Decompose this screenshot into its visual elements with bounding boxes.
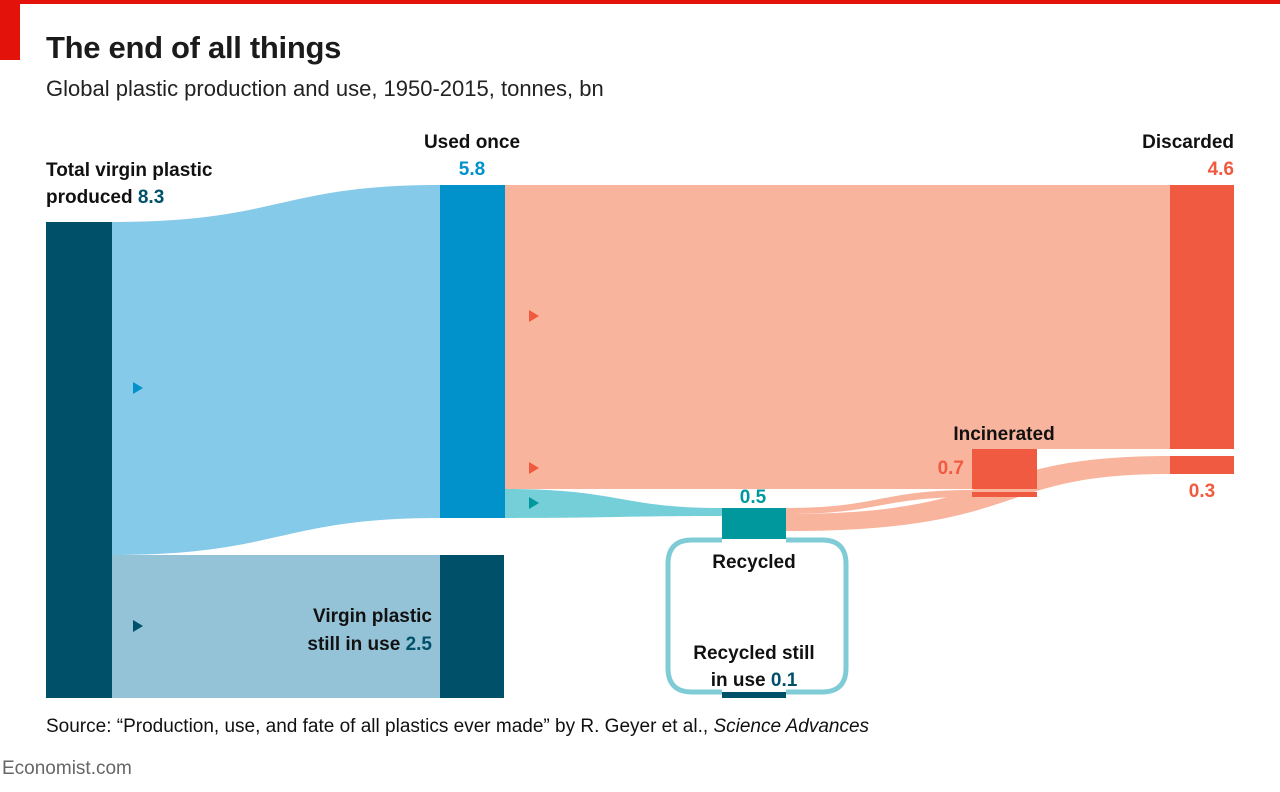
flow-recycled-to-incinerated xyxy=(786,490,972,514)
brand-red-tag xyxy=(0,0,20,60)
label-produced-line2-text: produced xyxy=(46,187,133,208)
value-produced: 8.3 xyxy=(138,187,164,208)
label-in-use-line2-text: still in use xyxy=(307,634,400,655)
flow-produced-to-used-once xyxy=(112,185,440,555)
arrow-produced-to-in-use xyxy=(133,620,143,632)
arrow-to-incinerated xyxy=(529,462,539,474)
node-recycled-bottom-strip xyxy=(722,534,786,539)
node-produced xyxy=(46,222,112,698)
label-incinerated: Incinerated xyxy=(953,424,1054,445)
chart-subtitle: Global plastic production and use, 1950-… xyxy=(46,76,604,101)
label-recycled-in-use-line2: in use 0.1 xyxy=(711,670,798,691)
label-produced-line2: produced 8.3 xyxy=(46,187,164,208)
label-in-use-line1: Virgin plastic xyxy=(313,606,432,627)
chart-title: The end of all things xyxy=(46,30,342,65)
source-note: Source: “Production, use, and fate of al… xyxy=(46,716,869,738)
arrow-produced-to-used-once xyxy=(133,382,143,394)
node-recycled xyxy=(722,508,786,534)
flow-recycled-to-recycled-in-use xyxy=(665,537,849,695)
label-recycled-in-use-line1: Recycled still xyxy=(693,643,814,664)
node-incinerated xyxy=(972,449,1037,489)
value-discarded: 4.6 xyxy=(1208,159,1234,180)
value-discarded-from-recycled: 0.3 xyxy=(1189,481,1215,502)
label-used-once: Used once xyxy=(424,132,520,153)
flow-used-once-to-incinerated xyxy=(505,449,972,489)
label-produced-line1: Total virgin plastic xyxy=(46,160,213,181)
brand-footer: Economist.com xyxy=(2,758,132,779)
source-text: Source: “Production, use, and fate of al… xyxy=(46,716,714,737)
flow-used-once-to-discarded xyxy=(505,185,1170,449)
value-recycled-in-use: 0.1 xyxy=(771,670,798,691)
node-incinerated-from-recycled xyxy=(972,492,1037,497)
value-in-use: 2.5 xyxy=(406,634,433,655)
label-recycled: Recycled xyxy=(712,552,795,573)
label-recycled-in-use-line2-text: in use xyxy=(711,670,766,691)
arrow-to-discarded xyxy=(529,310,539,322)
node-recycled-in-use xyxy=(722,692,786,698)
node-in-use xyxy=(440,555,504,698)
value-used-once: 5.8 xyxy=(459,159,485,180)
flow-produced-to-in-use xyxy=(112,555,440,698)
source-journal: Science Advances xyxy=(713,716,870,737)
top-rule xyxy=(0,0,1280,4)
value-incinerated: 0.7 xyxy=(938,458,964,479)
node-discarded-from-recycled xyxy=(1170,456,1234,474)
value-recycled: 0.5 xyxy=(740,487,767,508)
label-discarded: Discarded xyxy=(1142,132,1234,153)
flow-used-once-to-recycled xyxy=(505,489,722,518)
node-used-once xyxy=(440,185,505,518)
arrow-to-recycled xyxy=(529,497,539,509)
label-in-use-line2: still in use 2.5 xyxy=(307,634,432,655)
node-discarded xyxy=(1170,185,1234,449)
